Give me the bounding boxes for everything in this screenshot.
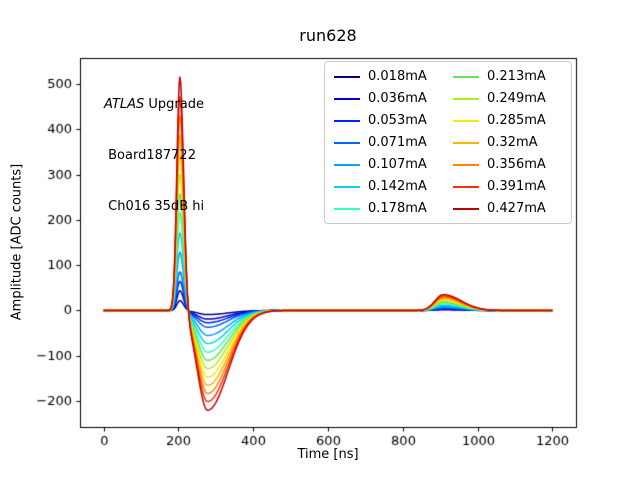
legend-line-sample: [453, 97, 479, 100]
legend-item: 0.071mA: [334, 135, 443, 150]
legend-line-sample: [453, 119, 479, 122]
legend-label: 0.356mA: [487, 157, 546, 172]
legend-label: 0.071mA: [368, 135, 427, 150]
annotation-line-2: Board187722: [104, 148, 196, 163]
legend-label: 0.107mA: [368, 157, 427, 172]
legend-line-sample: [334, 97, 360, 100]
legend-line-sample: [334, 207, 360, 210]
plot-annotation: ATLAS Upgrade Board187722 Ch016 35dB hi: [104, 62, 204, 249]
legend-item: 0.285mA: [453, 113, 562, 128]
legend-label: 0.32mA: [487, 135, 538, 150]
legend-label: 0.053mA: [368, 113, 427, 128]
legend-label: 0.142mA: [368, 179, 427, 194]
legend-item: 0.213mA: [453, 69, 562, 84]
chart-title: run628: [299, 26, 357, 45]
legend-item: 0.018mA: [334, 69, 443, 84]
legend-line-sample: [334, 163, 360, 166]
annotation-upgrade: Upgrade: [144, 97, 204, 112]
legend: 0.018mA 0.036mA 0.053mA 0.071mA 0.107mA 0.142…: [324, 61, 572, 224]
legend-label: 0.178mA: [368, 201, 427, 216]
legend-item: 0.178mA: [334, 201, 443, 216]
legend-line-sample: [453, 163, 479, 166]
legend-item: 0.391mA: [453, 179, 562, 194]
legend-item: 0.249mA: [453, 91, 562, 106]
legend-item: 0.053mA: [334, 113, 443, 128]
annotation-line-3: Ch016 35dB hi: [104, 199, 205, 214]
legend-item: 0.427mA: [453, 201, 562, 216]
legend-item: 0.356mA: [453, 157, 562, 172]
y-axis-label: Amplitude [ADC counts]: [9, 163, 25, 321]
legend-label: 0.427mA: [487, 201, 546, 216]
legend-item: 0.036mA: [334, 91, 443, 106]
legend-item: 0.142mA: [334, 179, 443, 194]
legend-line-sample: [334, 119, 360, 122]
legend-item: 0.32mA: [453, 135, 562, 150]
legend-line-sample: [453, 185, 479, 188]
legend-line-sample: [334, 141, 360, 144]
legend-label: 0.391mA: [487, 179, 546, 194]
x-axis-label: Time [ns]: [297, 447, 359, 462]
legend-line-sample: [453, 141, 479, 144]
legend-label: 0.018mA: [368, 69, 427, 84]
annotation-line-1: ATLAS Upgrade: [104, 96, 204, 113]
legend-label: 0.036mA: [368, 91, 427, 106]
legend-label: 0.249mA: [487, 91, 546, 106]
legend-label: 0.285mA: [487, 113, 546, 128]
legend-line-sample: [453, 75, 479, 78]
legend-label: 0.213mA: [487, 69, 546, 84]
annotation-atlas: ATLAS: [104, 97, 145, 112]
legend-line-sample: [453, 207, 479, 210]
legend-line-sample: [334, 185, 360, 188]
legend-item: 0.107mA: [334, 157, 443, 172]
legend-line-sample: [334, 75, 360, 78]
